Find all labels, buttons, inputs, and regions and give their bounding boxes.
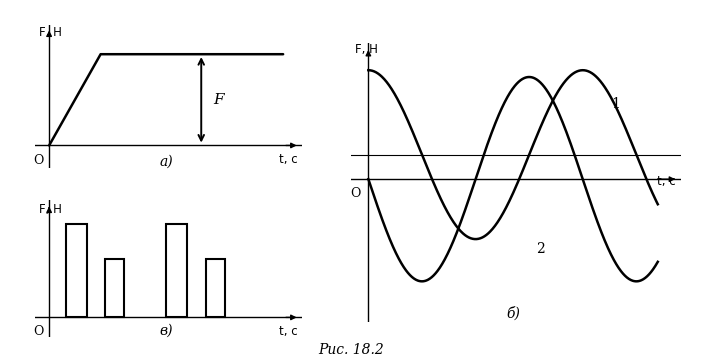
Bar	[65, 224, 86, 318]
Text: t, с: t, с	[279, 325, 297, 338]
Text: б): б)	[506, 307, 520, 321]
Text: F, Н: F, Н	[355, 43, 378, 56]
Text: O: O	[34, 325, 44, 338]
Text: t, с: t, с	[656, 175, 675, 188]
Text: Рис. 18.2: Рис. 18.2	[318, 343, 384, 357]
Text: 1: 1	[611, 97, 621, 111]
Text: F, Н: F, Н	[39, 26, 62, 39]
Text: 2: 2	[536, 242, 545, 256]
Text: в): в)	[159, 323, 173, 337]
Text: F: F	[213, 93, 223, 107]
Text: t, с: t, с	[279, 153, 297, 166]
Bar	[105, 259, 124, 318]
Text: F, Н: F, Н	[39, 203, 62, 216]
Text: а): а)	[159, 155, 173, 169]
Text: O: O	[34, 154, 44, 167]
Bar	[166, 224, 187, 318]
Text: O: O	[350, 187, 361, 200]
Bar	[206, 259, 225, 318]
